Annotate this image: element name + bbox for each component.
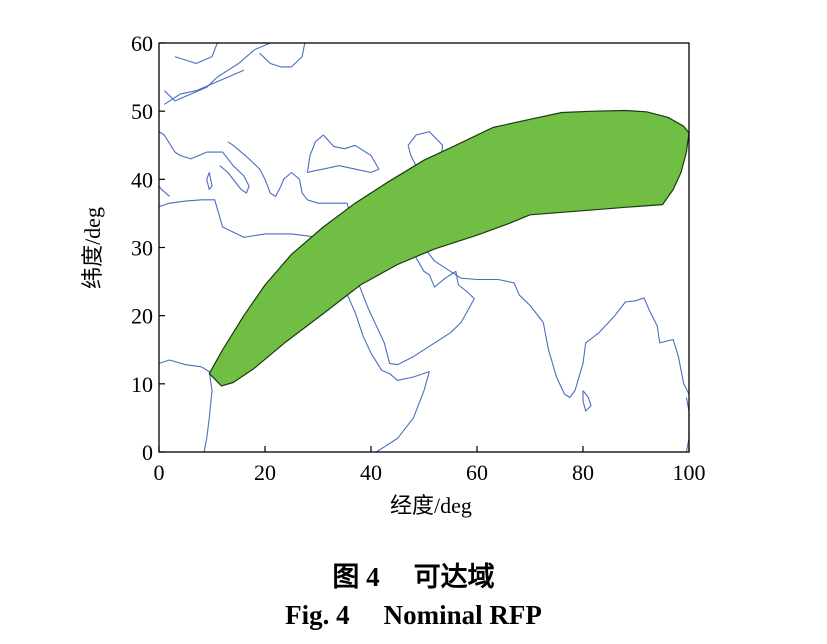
coastline-0 bbox=[174, 42, 218, 65]
coastline-3 bbox=[259, 42, 306, 68]
x-tick-label: 20 bbox=[254, 460, 276, 485]
figure-number-cn: 图 4 bbox=[332, 562, 380, 592]
coastline-9 bbox=[306, 134, 380, 174]
coastline-13 bbox=[341, 246, 690, 399]
y-tick-label: 20 bbox=[131, 304, 153, 329]
coastline-14 bbox=[582, 390, 592, 412]
y-tick-label: 60 bbox=[131, 31, 153, 56]
coastline-1 bbox=[163, 42, 271, 102]
figure-title-en: Nominal RFP bbox=[383, 600, 542, 630]
figure-caption-cn: 图 4 可达域 bbox=[0, 555, 827, 594]
y-tick-label: 50 bbox=[131, 99, 153, 124]
y-tick-label: 40 bbox=[131, 167, 153, 192]
x-tick-label: 40 bbox=[360, 460, 382, 485]
figure-title-cn: 可达域 bbox=[413, 562, 495, 592]
x-axis-label: 经度/deg bbox=[390, 493, 472, 518]
x-tick-label: 80 bbox=[572, 460, 594, 485]
y-axis-label: 纬度/deg bbox=[80, 207, 105, 289]
coastline-11 bbox=[158, 359, 213, 453]
figure-caption-en: Fig. 4 Nominal RFP bbox=[0, 600, 827, 631]
coastline-12 bbox=[330, 240, 430, 453]
figure-number-en: Fig. 4 bbox=[285, 600, 350, 630]
y-tick-label: 0 bbox=[142, 440, 153, 465]
x-tick-label: 0 bbox=[154, 460, 165, 485]
y-axis: 0 10 20 30 40 50 60 bbox=[131, 31, 165, 465]
x-tick-label: 100 bbox=[673, 460, 706, 485]
coastline-7 bbox=[227, 141, 300, 197]
x-axis: 0 20 40 60 80 100 bbox=[154, 446, 706, 485]
coastline-6 bbox=[206, 171, 213, 190]
y-tick-label: 10 bbox=[131, 372, 153, 397]
y-tick-label: 30 bbox=[131, 236, 153, 261]
chart: 0 20 40 60 80 100 0 10 20 30 40 50 60 经度/deg 纬度/deg bbox=[80, 31, 706, 518]
coastline-2 bbox=[163, 69, 245, 105]
coastline-5 bbox=[158, 185, 170, 197]
coastline-4 bbox=[158, 131, 250, 194]
coastline-10 bbox=[158, 199, 332, 242]
coastline-layer bbox=[158, 42, 690, 453]
x-tick-label: 60 bbox=[466, 460, 488, 485]
